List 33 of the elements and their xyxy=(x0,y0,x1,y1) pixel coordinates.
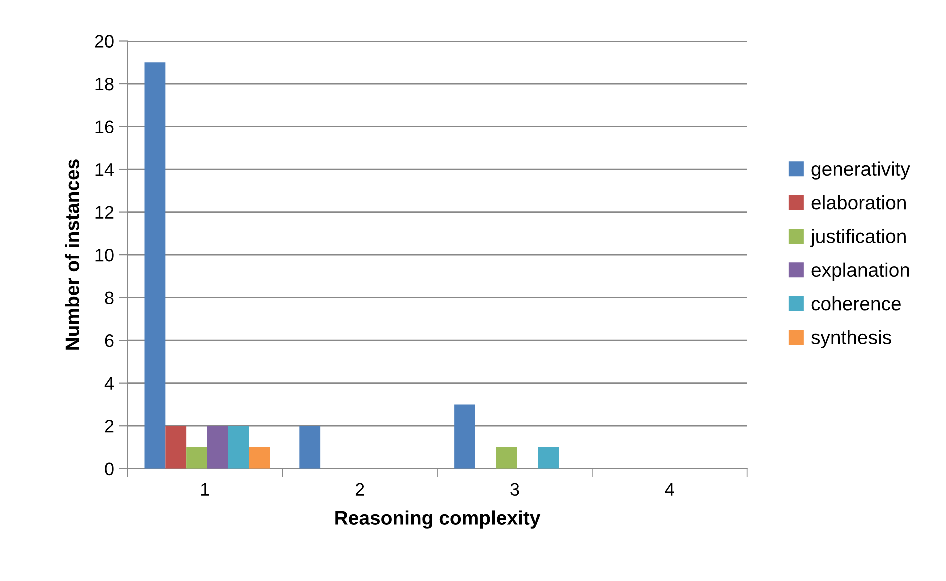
y-tick-label: 12 xyxy=(96,206,114,219)
y-tick-label: 20 xyxy=(95,35,114,48)
y-tick-label: 14 xyxy=(96,164,114,176)
bar xyxy=(207,426,228,469)
legend-label: coherence xyxy=(812,296,901,311)
bar xyxy=(186,447,208,469)
y-axis-title: Number of instances xyxy=(65,160,80,350)
legend-label: elaboration xyxy=(812,195,906,210)
x-tick-label: 1 xyxy=(202,483,210,496)
bar xyxy=(144,62,166,469)
legend-label: justification xyxy=(810,229,906,248)
x-tick-label: 4 xyxy=(665,483,674,496)
bar xyxy=(300,426,321,469)
bar xyxy=(454,404,476,469)
bar xyxy=(538,447,560,469)
x-tick-label: 3 xyxy=(510,483,520,496)
y-tick-label: 8 xyxy=(105,292,114,305)
legend-label: explanation xyxy=(812,262,910,281)
y-tick-label: 4 xyxy=(104,377,114,390)
bar xyxy=(228,426,250,469)
y-tick-label: 10 xyxy=(96,248,114,262)
y-tick-label: 18 xyxy=(96,78,114,91)
bar xyxy=(496,447,518,469)
x-tick-label: 2 xyxy=(356,483,364,496)
y-tick-label: 6 xyxy=(105,334,114,348)
y-tick-label: 2 xyxy=(105,420,114,433)
legend-label: synthesis xyxy=(812,330,892,348)
bar xyxy=(249,447,270,469)
bar xyxy=(166,426,187,469)
x-axis-title: Reasoning complexity xyxy=(336,510,541,529)
legend-label: generativity xyxy=(812,162,910,180)
y-tick-label: 0 xyxy=(105,462,114,476)
y-tick-label: 16 xyxy=(96,120,114,134)
